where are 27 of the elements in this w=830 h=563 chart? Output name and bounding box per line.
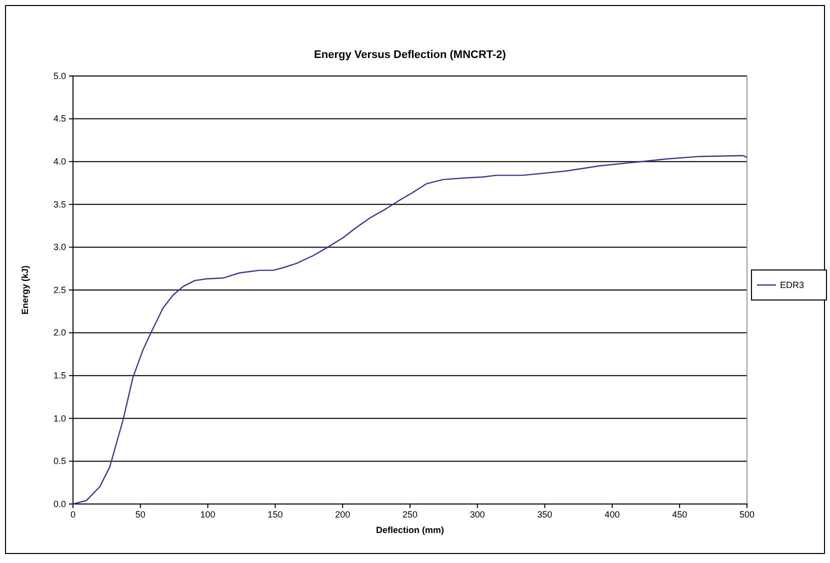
x-tick-label: 300: [470, 509, 485, 520]
x-tick-label: 100: [200, 509, 216, 520]
y-tick-label: 5.0: [53, 70, 66, 81]
y-tick-label: 4.5: [53, 114, 66, 124]
chart-title: Energy Versus Deflection (MNCRT-2): [314, 49, 506, 61]
y-tick-label: 1.5: [53, 370, 66, 380]
x-tick-label: 500: [739, 509, 755, 520]
y-tick-label: 2.5: [53, 284, 66, 295]
legend-label: EDR3: [780, 280, 804, 290]
x-axis-title: Deflection (mm): [376, 525, 444, 535]
y-tick-label: 3.0: [53, 242, 66, 252]
line-series: [72, 155, 748, 505]
x-tick-label: 0: [70, 509, 76, 520]
y-tick-label: 0.0: [53, 498, 66, 509]
x-tick-label: 450: [672, 509, 688, 520]
x-tick-label: 150: [268, 509, 283, 520]
x-tick-label: 400: [604, 509, 620, 520]
x-tick-label: 200: [335, 509, 350, 520]
x-tick-label: 350: [537, 509, 552, 520]
y-tick-label: 1.0: [53, 413, 66, 424]
x-tick-label: 50: [135, 509, 146, 520]
y-tick-label: 3.5: [53, 199, 66, 210]
y-tick-label: 2.0: [53, 328, 66, 338]
y-tick-label: 0.5: [53, 456, 66, 466]
y-tick-label: 4.0: [53, 156, 66, 166]
y-axis-title: Energy (kJ): [20, 265, 30, 315]
x-tick-label: 250: [402, 509, 418, 520]
